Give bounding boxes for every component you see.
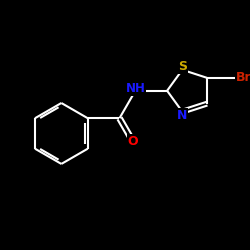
Text: O: O (128, 135, 138, 148)
Text: Br: Br (236, 71, 250, 84)
Text: N: N (177, 108, 188, 122)
Text: S: S (178, 60, 187, 73)
Text: NH: NH (126, 82, 145, 95)
